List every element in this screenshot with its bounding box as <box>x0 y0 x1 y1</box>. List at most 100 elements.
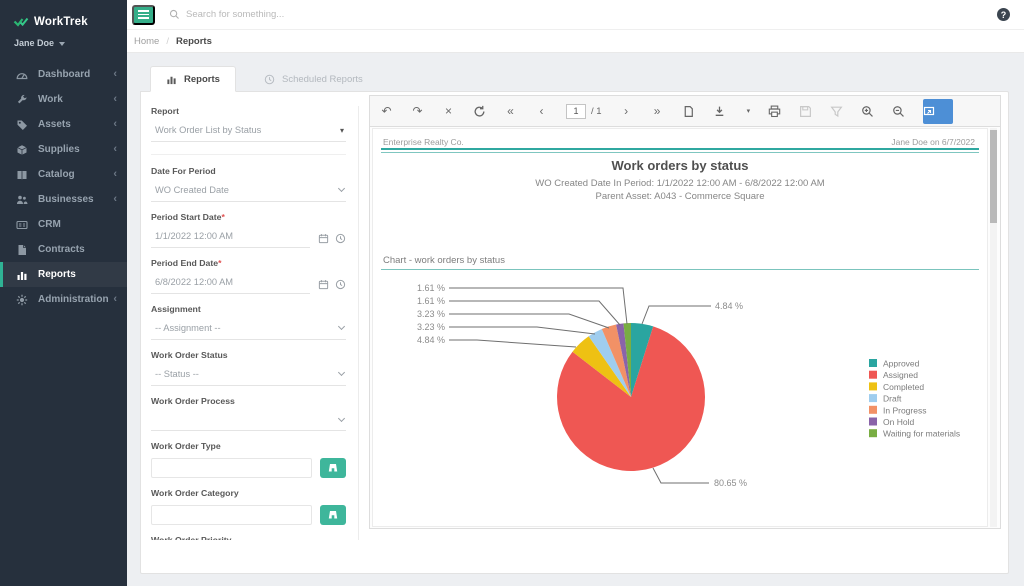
select-value: WO Created Date <box>155 185 229 195</box>
pie-leader-line <box>449 300 621 326</box>
breadcrumb: Home / Reports <box>127 30 1024 53</box>
report-subtitle-asset: Parent Asset: A043 - Commerce Square <box>595 191 765 202</box>
people-icon <box>17 195 28 204</box>
presentation-mode-button[interactable] <box>923 98 954 124</box>
wo-type-lookup-button[interactable] <box>320 458 346 478</box>
field-label: Work Order Process <box>151 396 235 406</box>
chevron-down-icon <box>337 368 346 377</box>
first-page-icon[interactable]: « <box>507 104 514 118</box>
redo-icon[interactable]: ↷ <box>412 104 423 118</box>
sidebar-item-label: Dashboard <box>38 69 91 80</box>
legend-label: Assigned <box>883 370 918 380</box>
breadcrumb-home[interactable]: Home <box>134 35 160 47</box>
clock-icon[interactable] <box>335 279 346 290</box>
chevron-left-icon: ‹ <box>113 293 117 305</box>
zoom-in-icon[interactable] <box>861 105 874 118</box>
pie-slice-approved <box>631 323 654 397</box>
sidebar-item-work[interactable]: Work ‹ <box>0 87 127 112</box>
refresh-icon[interactable] <box>473 105 486 118</box>
menu-toggle-button[interactable] <box>132 4 155 25</box>
chevron-down-icon <box>59 41 66 46</box>
wo-category-lookup-button[interactable] <box>320 505 346 525</box>
viewer-scrollbar[interactable] <box>990 128 997 527</box>
presentation-icon <box>923 106 935 116</box>
field-assignment: Assignment -- Assignment -- <box>151 304 346 340</box>
divider <box>151 154 346 155</box>
sidebar-item-label: Contracts <box>38 244 85 255</box>
tab-scheduled-reports[interactable]: Scheduled Reports <box>249 66 378 92</box>
sidebar: WorkTrek Jane Doe Dashboard ‹ Work ‹ Ass… <box>0 0 127 586</box>
zoom-out-icon[interactable] <box>892 105 905 118</box>
page-total: / 1 <box>591 105 602 117</box>
wo-process-select[interactable] <box>151 413 346 431</box>
chevron-down-icon: ▾ <box>746 108 751 115</box>
print-icon[interactable] <box>768 105 781 118</box>
page-number-input[interactable] <box>566 103 586 119</box>
header-rule <box>381 148 979 153</box>
period-start-input[interactable]: 1/1/2022 12:00 AM <box>151 229 310 248</box>
sidebar-item-catalog[interactable]: Catalog ‹ <box>0 162 127 187</box>
assignment-select[interactable]: -- Assignment -- <box>151 321 346 340</box>
pie-leader-line <box>652 467 709 484</box>
input-value: 1/1/2022 12:00 AM <box>155 231 234 241</box>
filter-icon[interactable] <box>830 105 843 118</box>
single-page-view-icon[interactable] <box>682 105 695 118</box>
report-select[interactable]: Work Order List by Status ▾ <box>151 123 346 142</box>
breadcrumb-separator: / <box>166 35 169 47</box>
undo-icon[interactable]: ↶ <box>381 104 392 118</box>
input-value: 6/8/2022 12:00 AM <box>155 277 234 287</box>
legend-label: Approved <box>883 359 920 369</box>
wo-type-input[interactable] <box>151 458 312 478</box>
user-menu[interactable]: Jane Doe <box>0 28 127 62</box>
field-label: Period End Date <box>151 258 219 268</box>
field-wo-priority: Work Order Priority -- Priority -- <box>151 535 346 540</box>
field-date-for-period: Date For Period WO Created Date <box>151 166 346 202</box>
pie-slice-waiting-for-materials <box>623 323 631 397</box>
calendar-icon[interactable] <box>318 233 329 244</box>
date-for-period-select[interactable]: WO Created Date <box>151 183 346 202</box>
wo-category-input[interactable] <box>151 505 312 525</box>
download-button[interactable]: ▾ <box>713 105 751 118</box>
pie-chart-svg: 4.84 % 80.65 % 4.84 % 3.23 % 3.23 % 1.61 % 1.6… <box>417 283 960 488</box>
sidebar-item-assets[interactable]: Assets ‹ <box>0 112 127 137</box>
sidebar-item-crm[interactable]: CRM <box>0 212 127 237</box>
sidebar-item-label: CRM <box>38 219 61 230</box>
field-label: Work Order Category <box>151 488 239 498</box>
last-page-icon[interactable]: » <box>653 104 661 118</box>
field-label: Period Start Date <box>151 212 222 222</box>
help-button[interactable]: ? <box>997 8 1010 21</box>
chevron-left-icon: ‹ <box>113 168 117 180</box>
save-icon[interactable] <box>799 105 812 118</box>
download-icon <box>715 106 723 116</box>
legend-swatch <box>869 359 877 367</box>
main-content: Reports Scheduled Reports Report Work Or… <box>127 53 1024 586</box>
sidebar-item-contracts[interactable]: Contracts <box>0 237 127 262</box>
search-icon <box>169 9 179 19</box>
field-label: Work Order Type <box>151 441 221 451</box>
sidebar-item-reports[interactable]: Reports <box>0 262 127 287</box>
breadcrumb-current: Reports <box>175 35 212 47</box>
period-end-input[interactable]: 6/8/2022 12:00 AM <box>151 275 310 294</box>
sidebar-item-administration[interactable]: Administration ‹ <box>0 287 127 312</box>
pie-value-label: 1.61 % <box>417 283 445 293</box>
chart-section-heading: Chart - work orders by status <box>383 255 505 266</box>
report-company: Enterprise Realty Co. <box>383 137 464 147</box>
sidebar-item-dashboard[interactable]: Dashboard ‹ <box>0 62 127 87</box>
previous-page-icon[interactable]: ‹ <box>539 104 544 118</box>
tab-reports[interactable]: Reports <box>150 66 236 92</box>
bar-chart-icon <box>167 76 176 84</box>
sidebar-item-label: Administration <box>38 294 109 305</box>
global-search <box>169 9 997 20</box>
sidebar-item-businesses[interactable]: Businesses ‹ <box>0 187 127 212</box>
next-page-icon[interactable]: › <box>624 104 629 118</box>
search-input[interactable] <box>186 9 486 20</box>
clock-icon[interactable] <box>335 233 346 244</box>
close-icon[interactable]: × <box>444 104 452 118</box>
sidebar-item-label: Businesses <box>38 194 94 205</box>
wo-status-select[interactable]: -- Status -- <box>151 367 346 386</box>
tag-icon <box>17 120 27 130</box>
calendar-icon[interactable] <box>318 279 329 290</box>
hamburger-icon <box>138 10 149 12</box>
scrollbar-thumb[interactable] <box>990 130 997 223</box>
sidebar-item-supplies[interactable]: Supplies ‹ <box>0 137 127 162</box>
